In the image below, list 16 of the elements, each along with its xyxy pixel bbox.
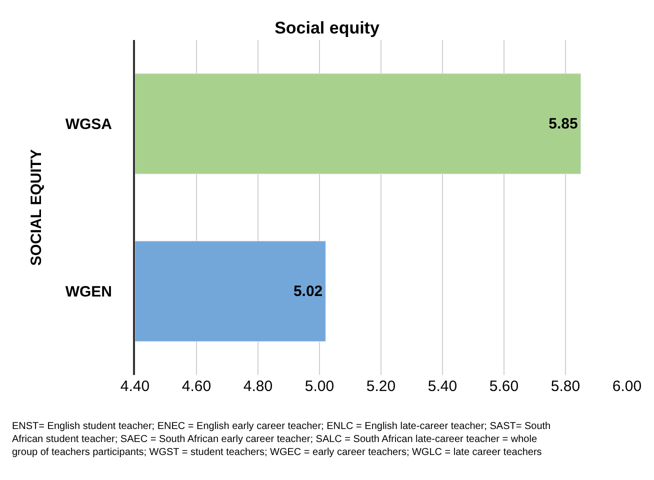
x-tick-label: 5.40 (428, 378, 458, 395)
x-tick-label: 6.00 (612, 378, 642, 395)
x-tick-label: 4.40 (120, 378, 150, 395)
data-label: 5.85 (548, 115, 578, 132)
x-tick-label: 4.80 (243, 378, 273, 395)
text: ENST= English student teacher; ENEC = English early career teacher; ENLC = English late-career teacher; SAST= South African student teacher; SAEC = South African early career teacher; SALC = South African late-career teacher = whole group of teachers participants; WGST = student teachers; WGEC = early career teachers; WGLC = late career teachers (12, 421, 551, 458)
x-tick-label: 4.60 (182, 378, 212, 395)
chart-title: Social equity (274, 18, 380, 38)
data-label: 5.02 (293, 282, 323, 300)
x-tick-label: 5.60 (489, 378, 519, 395)
x-tick-label: 5.80 (550, 378, 580, 395)
y-axis-title: SOCIAL EQUITY (28, 149, 46, 266)
x-tick-label: 5.20 (366, 378, 396, 395)
y-tick-label: WGEN (65, 284, 112, 300)
y-tick-label: WGSA (65, 116, 112, 133)
x-tick-label: 5.00 (304, 378, 334, 395)
